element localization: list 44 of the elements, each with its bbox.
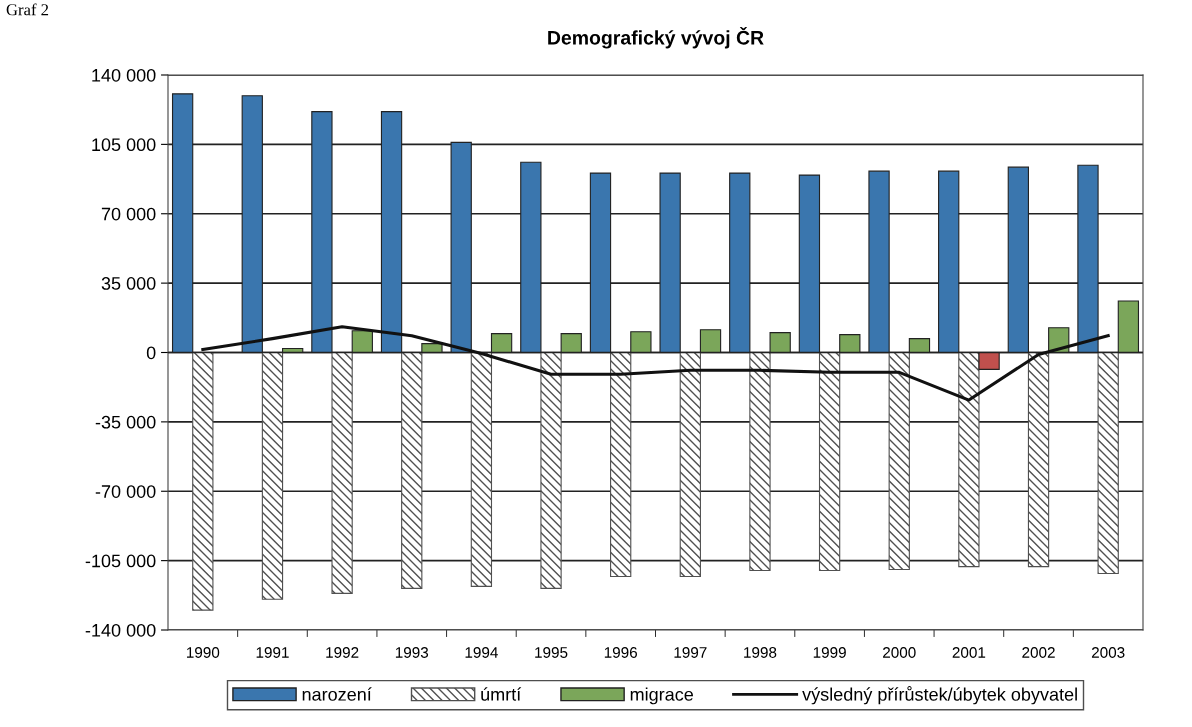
x-tick-label: 1999 — [813, 647, 846, 658]
bar — [1027, 351, 1050, 568]
bar — [679, 351, 701, 578]
x-tick-label: 2001 — [952, 647, 986, 658]
chart-title: Demografický vývoj ČR — [548, 27, 764, 49]
bar — [888, 351, 910, 571]
x-tick-label: 1994 — [465, 647, 498, 658]
x-tick-label: 1996 — [604, 647, 637, 658]
y-tick-label: -105 000 — [85, 554, 156, 568]
x-tick-label: 1992 — [326, 647, 359, 658]
text: Graf 2 — [6, 3, 49, 16]
x-tick-label: 1990 — [186, 647, 220, 658]
bar — [470, 351, 493, 587]
bar — [331, 351, 353, 594]
bar — [610, 351, 632, 578]
x-tick-label: 1995 — [535, 647, 568, 658]
legend-label: narození — [302, 687, 372, 701]
bar — [1097, 351, 1119, 575]
x-tick-label: 2003 — [1091, 647, 1125, 658]
x-tick-label: 1997 — [674, 647, 707, 658]
bar — [261, 351, 284, 600]
bar — [749, 351, 771, 572]
x-tick-label: 2000 — [883, 647, 916, 658]
legend-label: výsledný přírůstek/úbytek obyvatel — [802, 686, 1077, 705]
legend-label: migrace — [630, 687, 693, 705]
bar — [818, 351, 841, 572]
legend-label: úmrtí — [481, 687, 522, 701]
y-tick-label: -140 000 — [85, 623, 156, 637]
line-series — [201, 325, 1110, 402]
bar — [401, 351, 423, 589]
y-tick-label: 105 000 — [92, 138, 156, 152]
y-tick-label: 0 — [146, 346, 156, 360]
bar — [192, 351, 214, 611]
y-tick-label: -35 000 — [95, 415, 156, 429]
bar — [958, 351, 980, 568]
x-tick-label: 1993 — [395, 647, 429, 658]
y-tick-label: -70 000 — [95, 485, 156, 498]
x-tick-label: 1998 — [744, 647, 777, 658]
x-tick-label: 1991 — [256, 647, 289, 658]
x-tick-label: 2002 — [1022, 647, 1055, 658]
y-tick-label: 70 000 — [101, 207, 156, 221]
y-tick-label: 140 000 — [92, 68, 156, 82]
y-tick-label: 35 000 — [101, 277, 156, 290]
bar — [540, 351, 562, 589]
